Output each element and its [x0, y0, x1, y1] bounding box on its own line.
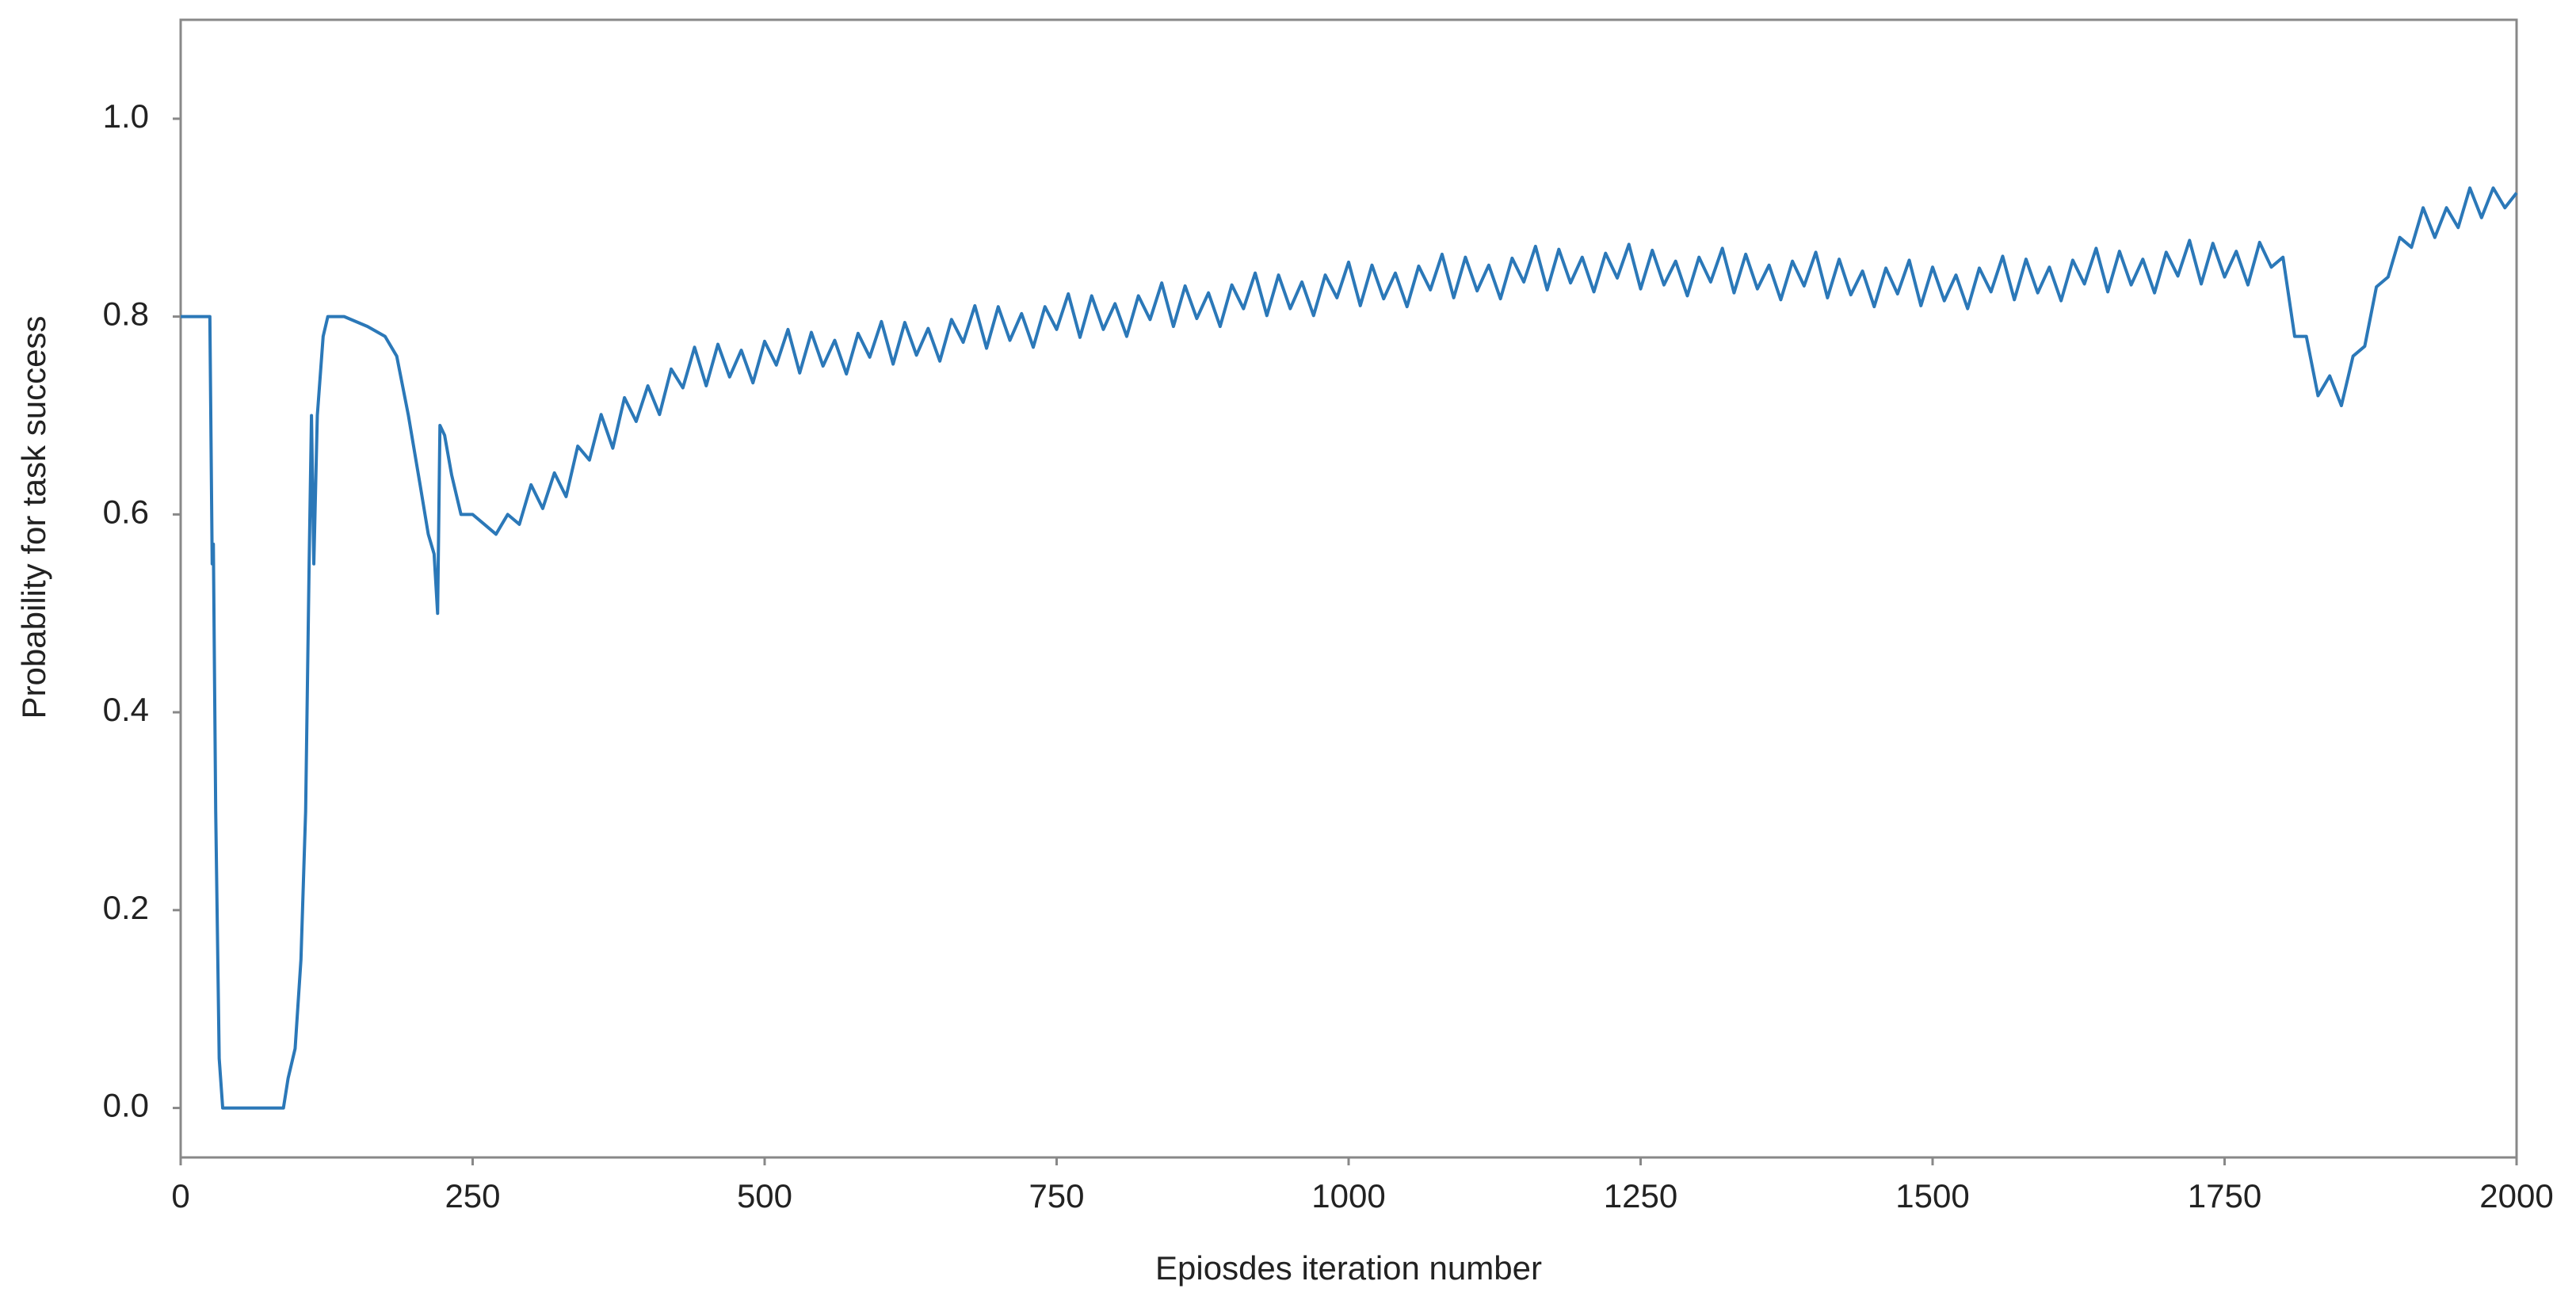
- x-tick-label: 1750: [2188, 1177, 2261, 1214]
- y-tick-label: 0.0: [103, 1087, 149, 1124]
- y-tick-label: 0.4: [103, 691, 149, 728]
- data-line: [181, 186, 2518, 1110]
- x-tick-label: 750: [1028, 1177, 1084, 1214]
- x-tick-label: 1500: [1895, 1177, 1969, 1214]
- y-tick-label: 0.6: [103, 493, 149, 530]
- y-tick-label: 0.8: [103, 295, 149, 333]
- x-tick-label: 250: [445, 1177, 500, 1214]
- y-tick-label: 0.2: [103, 889, 149, 926]
- x-tick-label: 1000: [1311, 1177, 1385, 1214]
- x-axis-label: Epiosdes iteration number: [1155, 1249, 1542, 1287]
- plot-frame: [179, 18, 2518, 1159]
- y-tick-label: 1.0: [103, 97, 149, 135]
- x-tick-label: 2000: [2479, 1177, 2553, 1214]
- y-axis-label: Probability for task success: [15, 316, 52, 719]
- x-tick-label: 500: [737, 1177, 792, 1214]
- x-tick-label: 0: [171, 1177, 189, 1214]
- x-tick-label: 1250: [1604, 1177, 1677, 1214]
